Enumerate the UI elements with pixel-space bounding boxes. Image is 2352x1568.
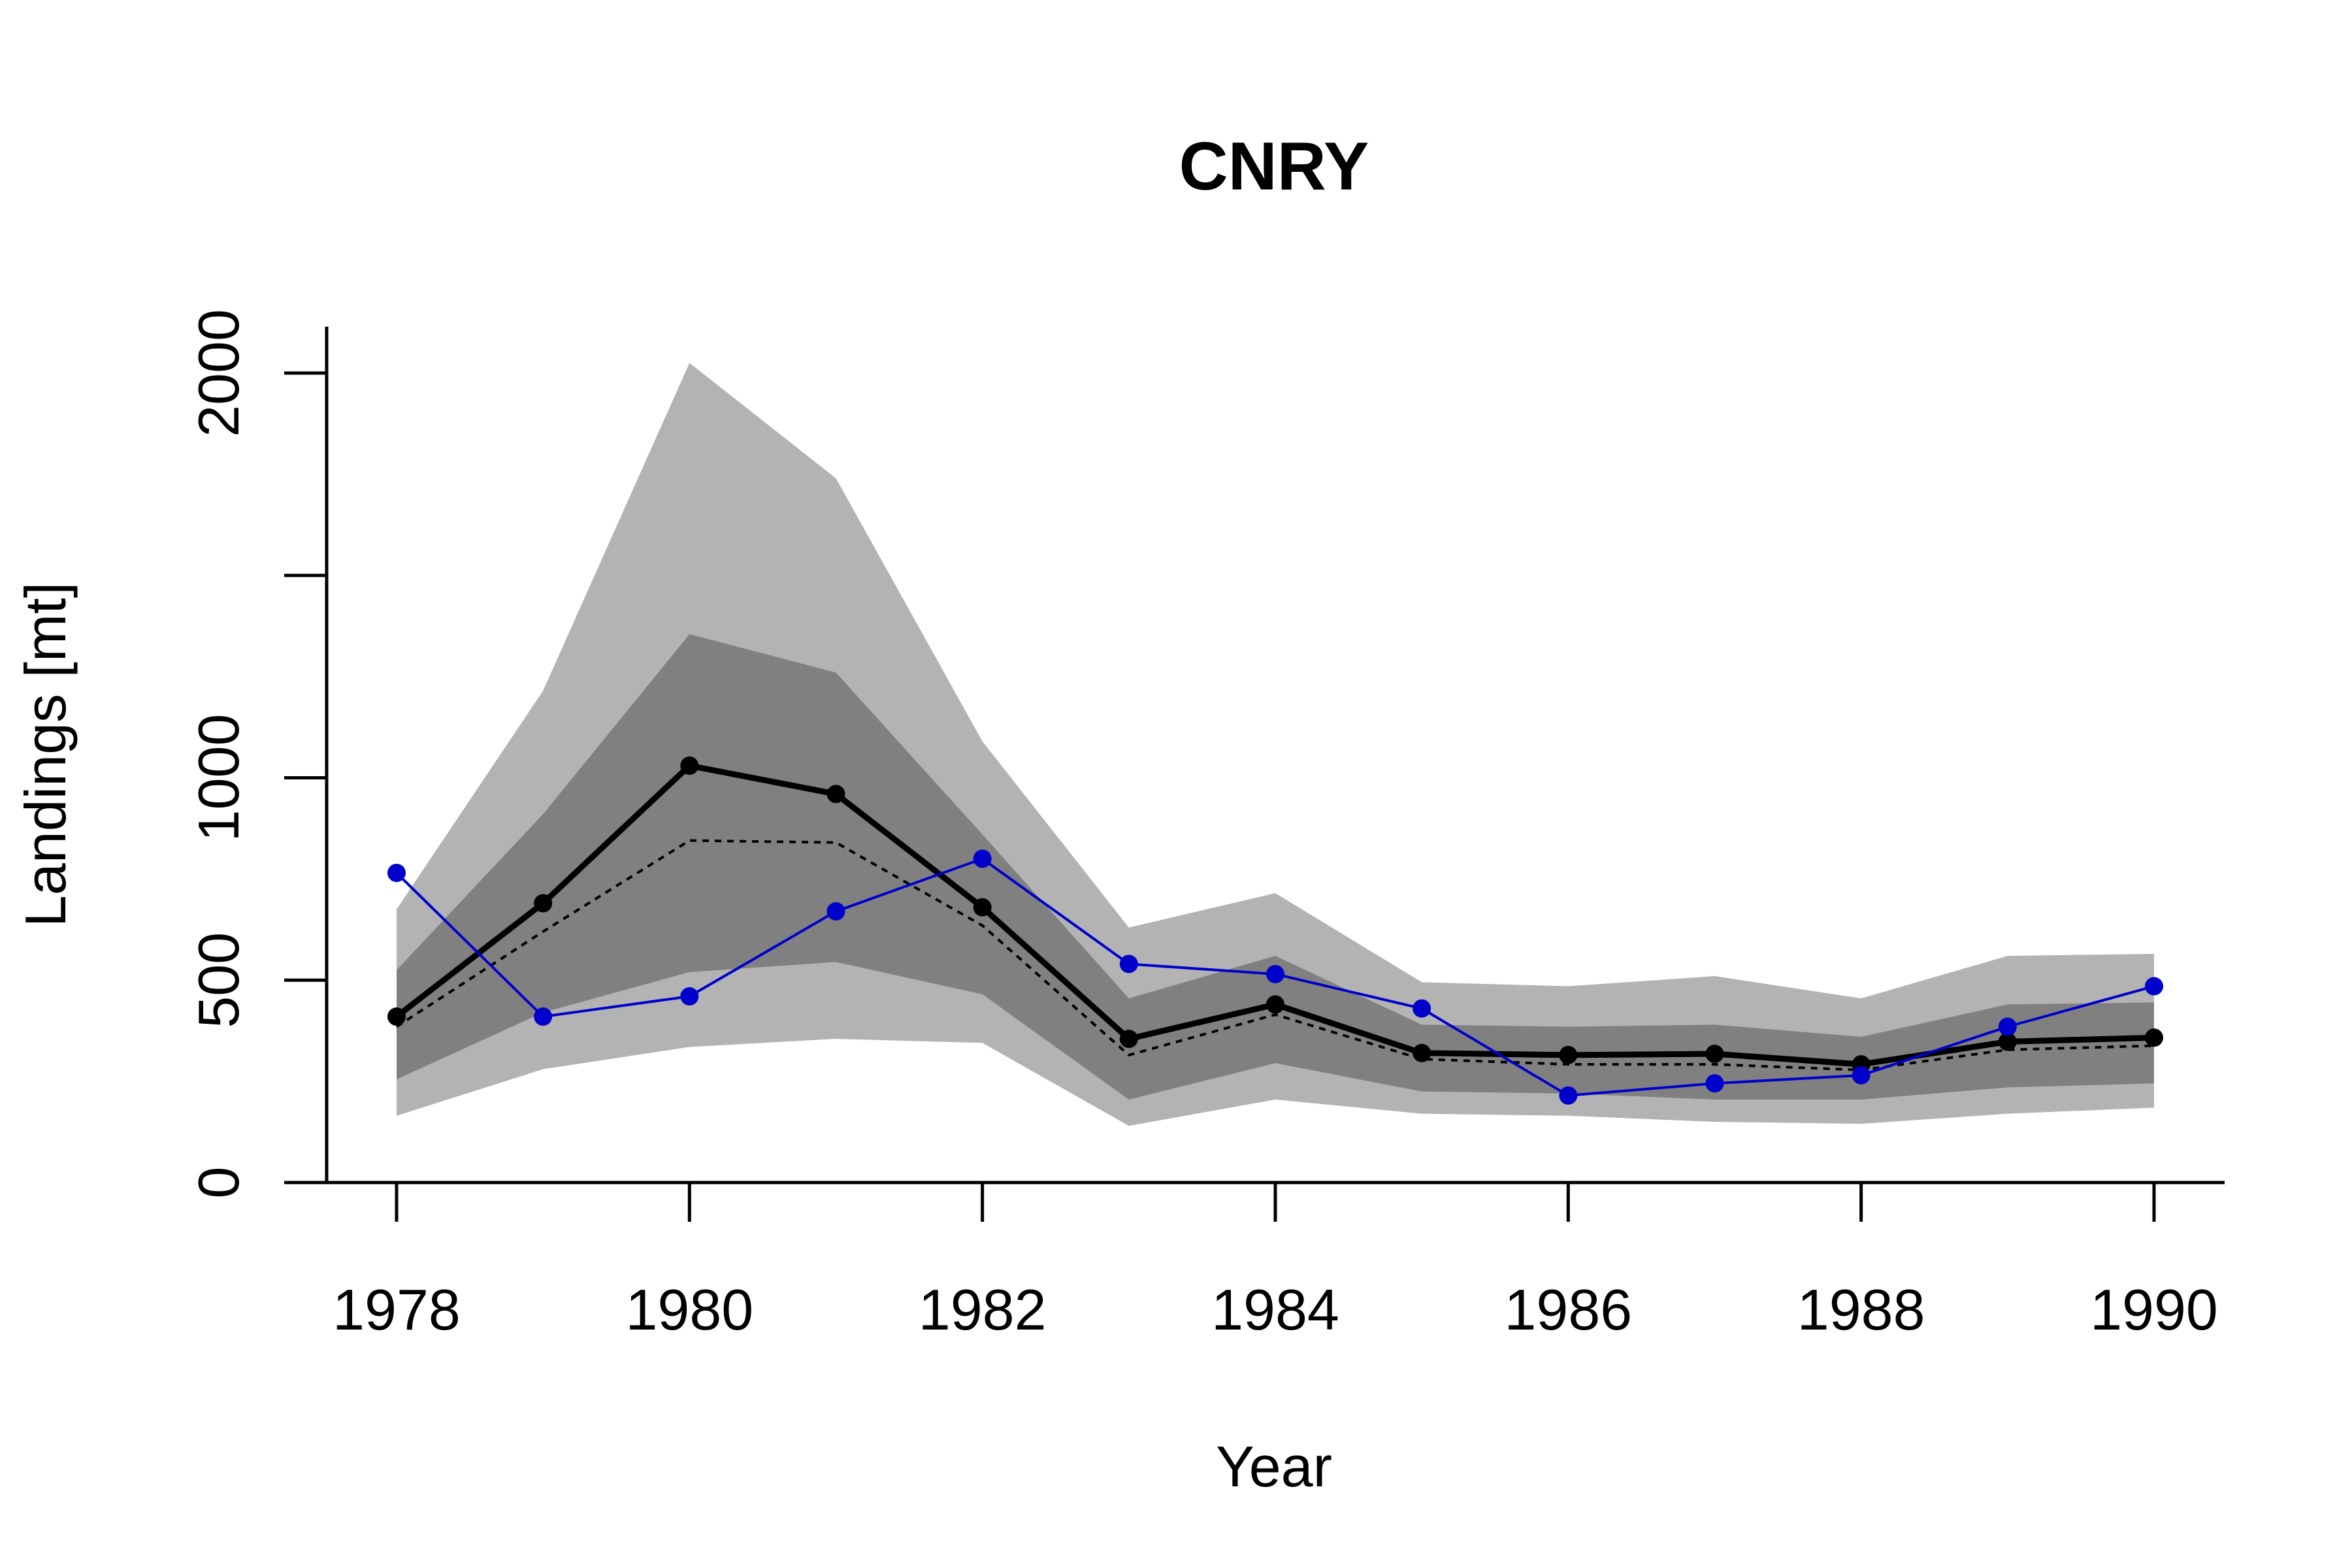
y-tick-label: 2000: [186, 309, 251, 437]
x-tick-label: 1988: [1797, 1277, 1925, 1342]
x-tick-label: 1982: [919, 1277, 1047, 1342]
y-tick-label: 0: [186, 1167, 251, 1199]
chart-title: CNRY: [1179, 129, 1369, 204]
observed-line-point: [1559, 1086, 1578, 1105]
observed-line-point: [2145, 977, 2163, 996]
median-line-point: [1559, 1045, 1578, 1064]
median-line-point: [1705, 1044, 1724, 1063]
observed-line-point: [1266, 964, 1284, 983]
x-tick-label: 1986: [1504, 1277, 1632, 1342]
median-line-point: [2145, 1028, 2163, 1047]
median-line-point: [387, 1007, 406, 1026]
observed-line-point: [1852, 1066, 1870, 1085]
median-line-point: [1998, 1032, 2017, 1051]
observed-line-point: [826, 902, 845, 921]
median-line-point: [534, 894, 553, 913]
y-axis-label: Landings [mt]: [13, 582, 78, 927]
y-ticks: 0 500 1000 2000: [186, 309, 327, 1198]
x-tick-label: 1978: [333, 1277, 461, 1342]
observed-line-point: [680, 987, 699, 1006]
x-tick-label: 1984: [1211, 1277, 1339, 1342]
median-line-point: [1119, 1030, 1138, 1049]
observed-line-point: [973, 849, 992, 868]
median-line-point: [1266, 995, 1284, 1014]
median-line-point: [973, 898, 992, 917]
inner-band: [397, 634, 2154, 1100]
observed-line-point: [1998, 1017, 2017, 1036]
data-series: [387, 756, 2163, 1105]
observed-line-point: [1705, 1074, 1724, 1093]
x-ticks: 1978 1980 1982 1984 1986 1988 1990: [333, 1183, 2218, 1342]
x-tick-label: 1990: [2090, 1277, 2218, 1342]
observed-line-point: [1413, 999, 1431, 1018]
observed-line-point: [534, 1007, 553, 1026]
y-tick-label: 1000: [186, 714, 251, 842]
y-tick-label: 500: [186, 932, 251, 1028]
median-line-point: [826, 785, 845, 804]
confidence-bands: [397, 363, 2154, 1126]
x-tick-label: 1980: [625, 1277, 753, 1342]
x-axis-label: Year: [1216, 1434, 1332, 1499]
observed-line-point: [1119, 955, 1138, 973]
median-line-point: [680, 756, 699, 775]
observed-line-point: [387, 864, 406, 883]
